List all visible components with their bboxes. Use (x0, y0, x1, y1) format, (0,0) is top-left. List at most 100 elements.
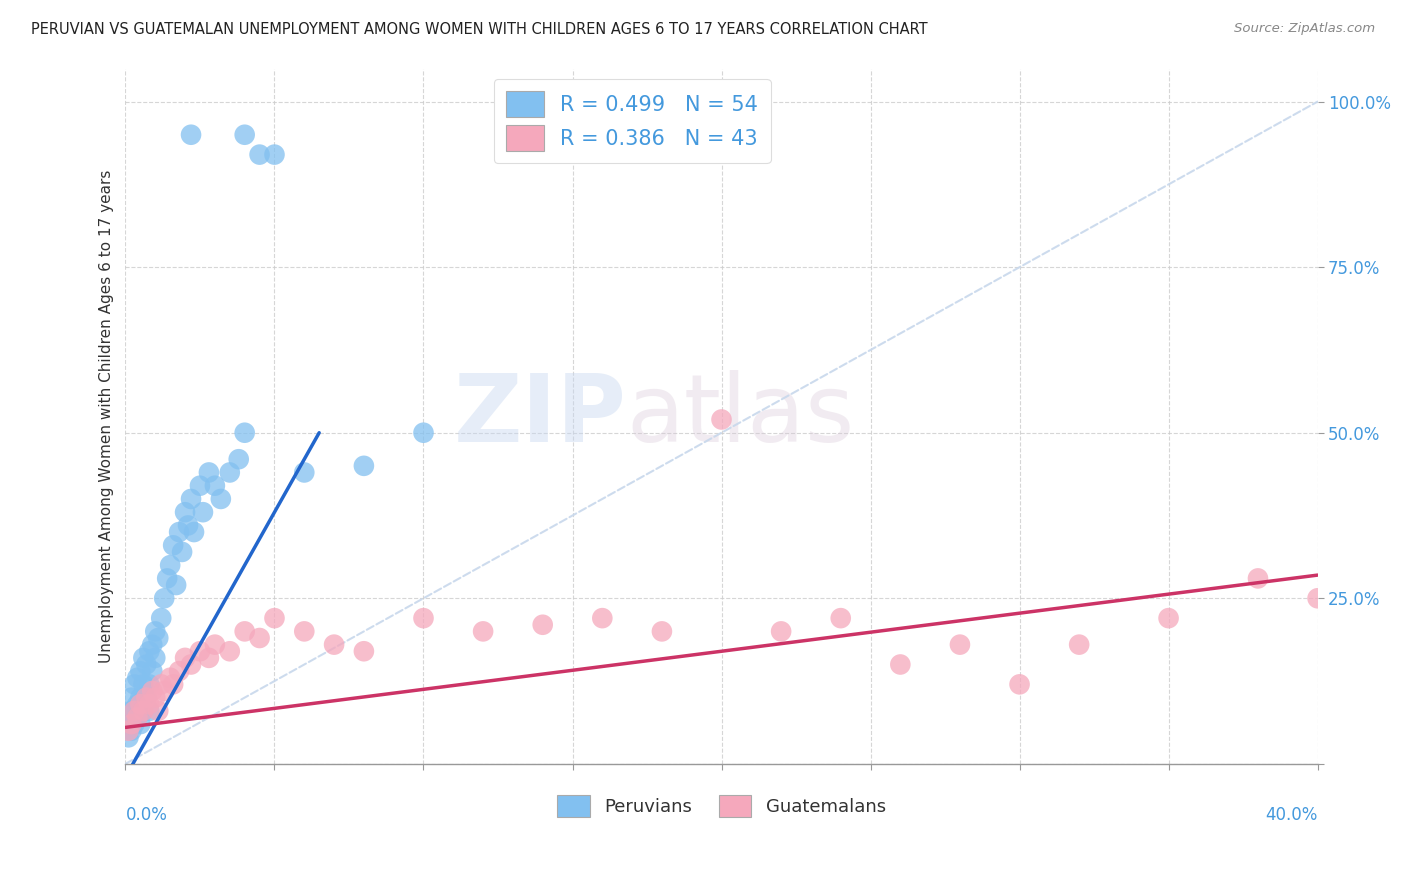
Point (249, 147, 271, 161)
Point (132, 651, 155, 665)
Point (770, 624, 793, 639)
Point (165, 578, 187, 592)
Text: ZIP: ZIP (453, 370, 626, 462)
Point (180, 128, 202, 142)
Point (188, 479, 211, 493)
Point (233, 624, 256, 639)
Point (135, 690, 157, 705)
Point (167, 664, 190, 678)
Point (188, 644, 211, 658)
Point (135, 690, 157, 705)
Point (124, 704, 146, 718)
Point (412, 611, 434, 625)
Text: Source: ZipAtlas.com: Source: ZipAtlas.com (1234, 22, 1375, 36)
Point (120, 704, 142, 718)
Point (183, 524, 205, 539)
Point (141, 684, 163, 698)
Y-axis label: Unemployment Among Women with Children Ages 6 to 17 years: Unemployment Among Women with Children A… (100, 169, 114, 663)
Point (263, 611, 285, 625)
Point (228, 452, 250, 467)
Point (127, 710, 149, 724)
Point (117, 717, 139, 731)
Point (591, 611, 613, 625)
Text: 40.0%: 40.0% (1265, 805, 1317, 823)
Point (129, 697, 152, 711)
Point (651, 624, 673, 639)
Point (138, 644, 160, 658)
Point (129, 717, 152, 731)
Point (292, 624, 315, 639)
Point (177, 518, 200, 533)
Point (120, 690, 142, 705)
Point (153, 684, 176, 698)
Point (143, 624, 166, 639)
Point (353, 458, 375, 473)
Text: 0.0%: 0.0% (125, 805, 167, 823)
Point (204, 479, 226, 493)
Point (120, 717, 142, 731)
Point (135, 657, 157, 672)
Point (132, 704, 155, 718)
Point (162, 538, 184, 552)
Point (124, 704, 146, 718)
Point (153, 591, 176, 606)
Point (531, 617, 554, 632)
Point (156, 571, 179, 585)
Point (143, 651, 166, 665)
Point (209, 491, 232, 506)
Point (127, 697, 149, 711)
Point (132, 704, 155, 718)
Point (889, 657, 911, 672)
Point (233, 128, 256, 142)
Point (159, 671, 181, 685)
Point (830, 611, 852, 625)
Point (124, 677, 146, 691)
Point (138, 677, 160, 691)
Point (167, 524, 190, 539)
Point (141, 664, 163, 678)
Point (198, 651, 221, 665)
Point (710, 412, 733, 426)
Point (180, 657, 202, 672)
Point (129, 664, 152, 678)
Point (172, 545, 194, 559)
Point (138, 697, 160, 711)
Point (218, 644, 240, 658)
Point (198, 466, 221, 480)
Point (132, 677, 155, 691)
Point (127, 671, 149, 685)
Point (204, 638, 226, 652)
Point (353, 644, 375, 658)
Point (180, 491, 202, 506)
Legend: Peruvians, Guatemalans: Peruvians, Guatemalans (550, 788, 893, 824)
Point (263, 147, 285, 161)
Point (150, 611, 173, 625)
Point (117, 723, 139, 738)
Point (143, 690, 166, 705)
Point (191, 505, 214, 519)
Point (120, 723, 142, 738)
Point (472, 624, 495, 639)
Point (249, 631, 271, 645)
Point (1157, 611, 1180, 625)
Point (1306, 591, 1329, 606)
Point (129, 690, 152, 705)
Point (1008, 677, 1031, 691)
Point (233, 425, 256, 440)
Point (949, 638, 972, 652)
Point (148, 631, 170, 645)
Point (141, 638, 163, 652)
Point (292, 466, 315, 480)
Point (150, 677, 173, 691)
Point (412, 425, 434, 440)
Point (1247, 571, 1270, 585)
Point (323, 638, 346, 652)
Point (138, 704, 160, 718)
Point (174, 651, 197, 665)
Point (148, 704, 170, 718)
Point (127, 710, 149, 724)
Point (162, 677, 184, 691)
Point (1069, 638, 1091, 652)
Point (159, 558, 181, 573)
Text: atlas: atlas (626, 370, 855, 462)
